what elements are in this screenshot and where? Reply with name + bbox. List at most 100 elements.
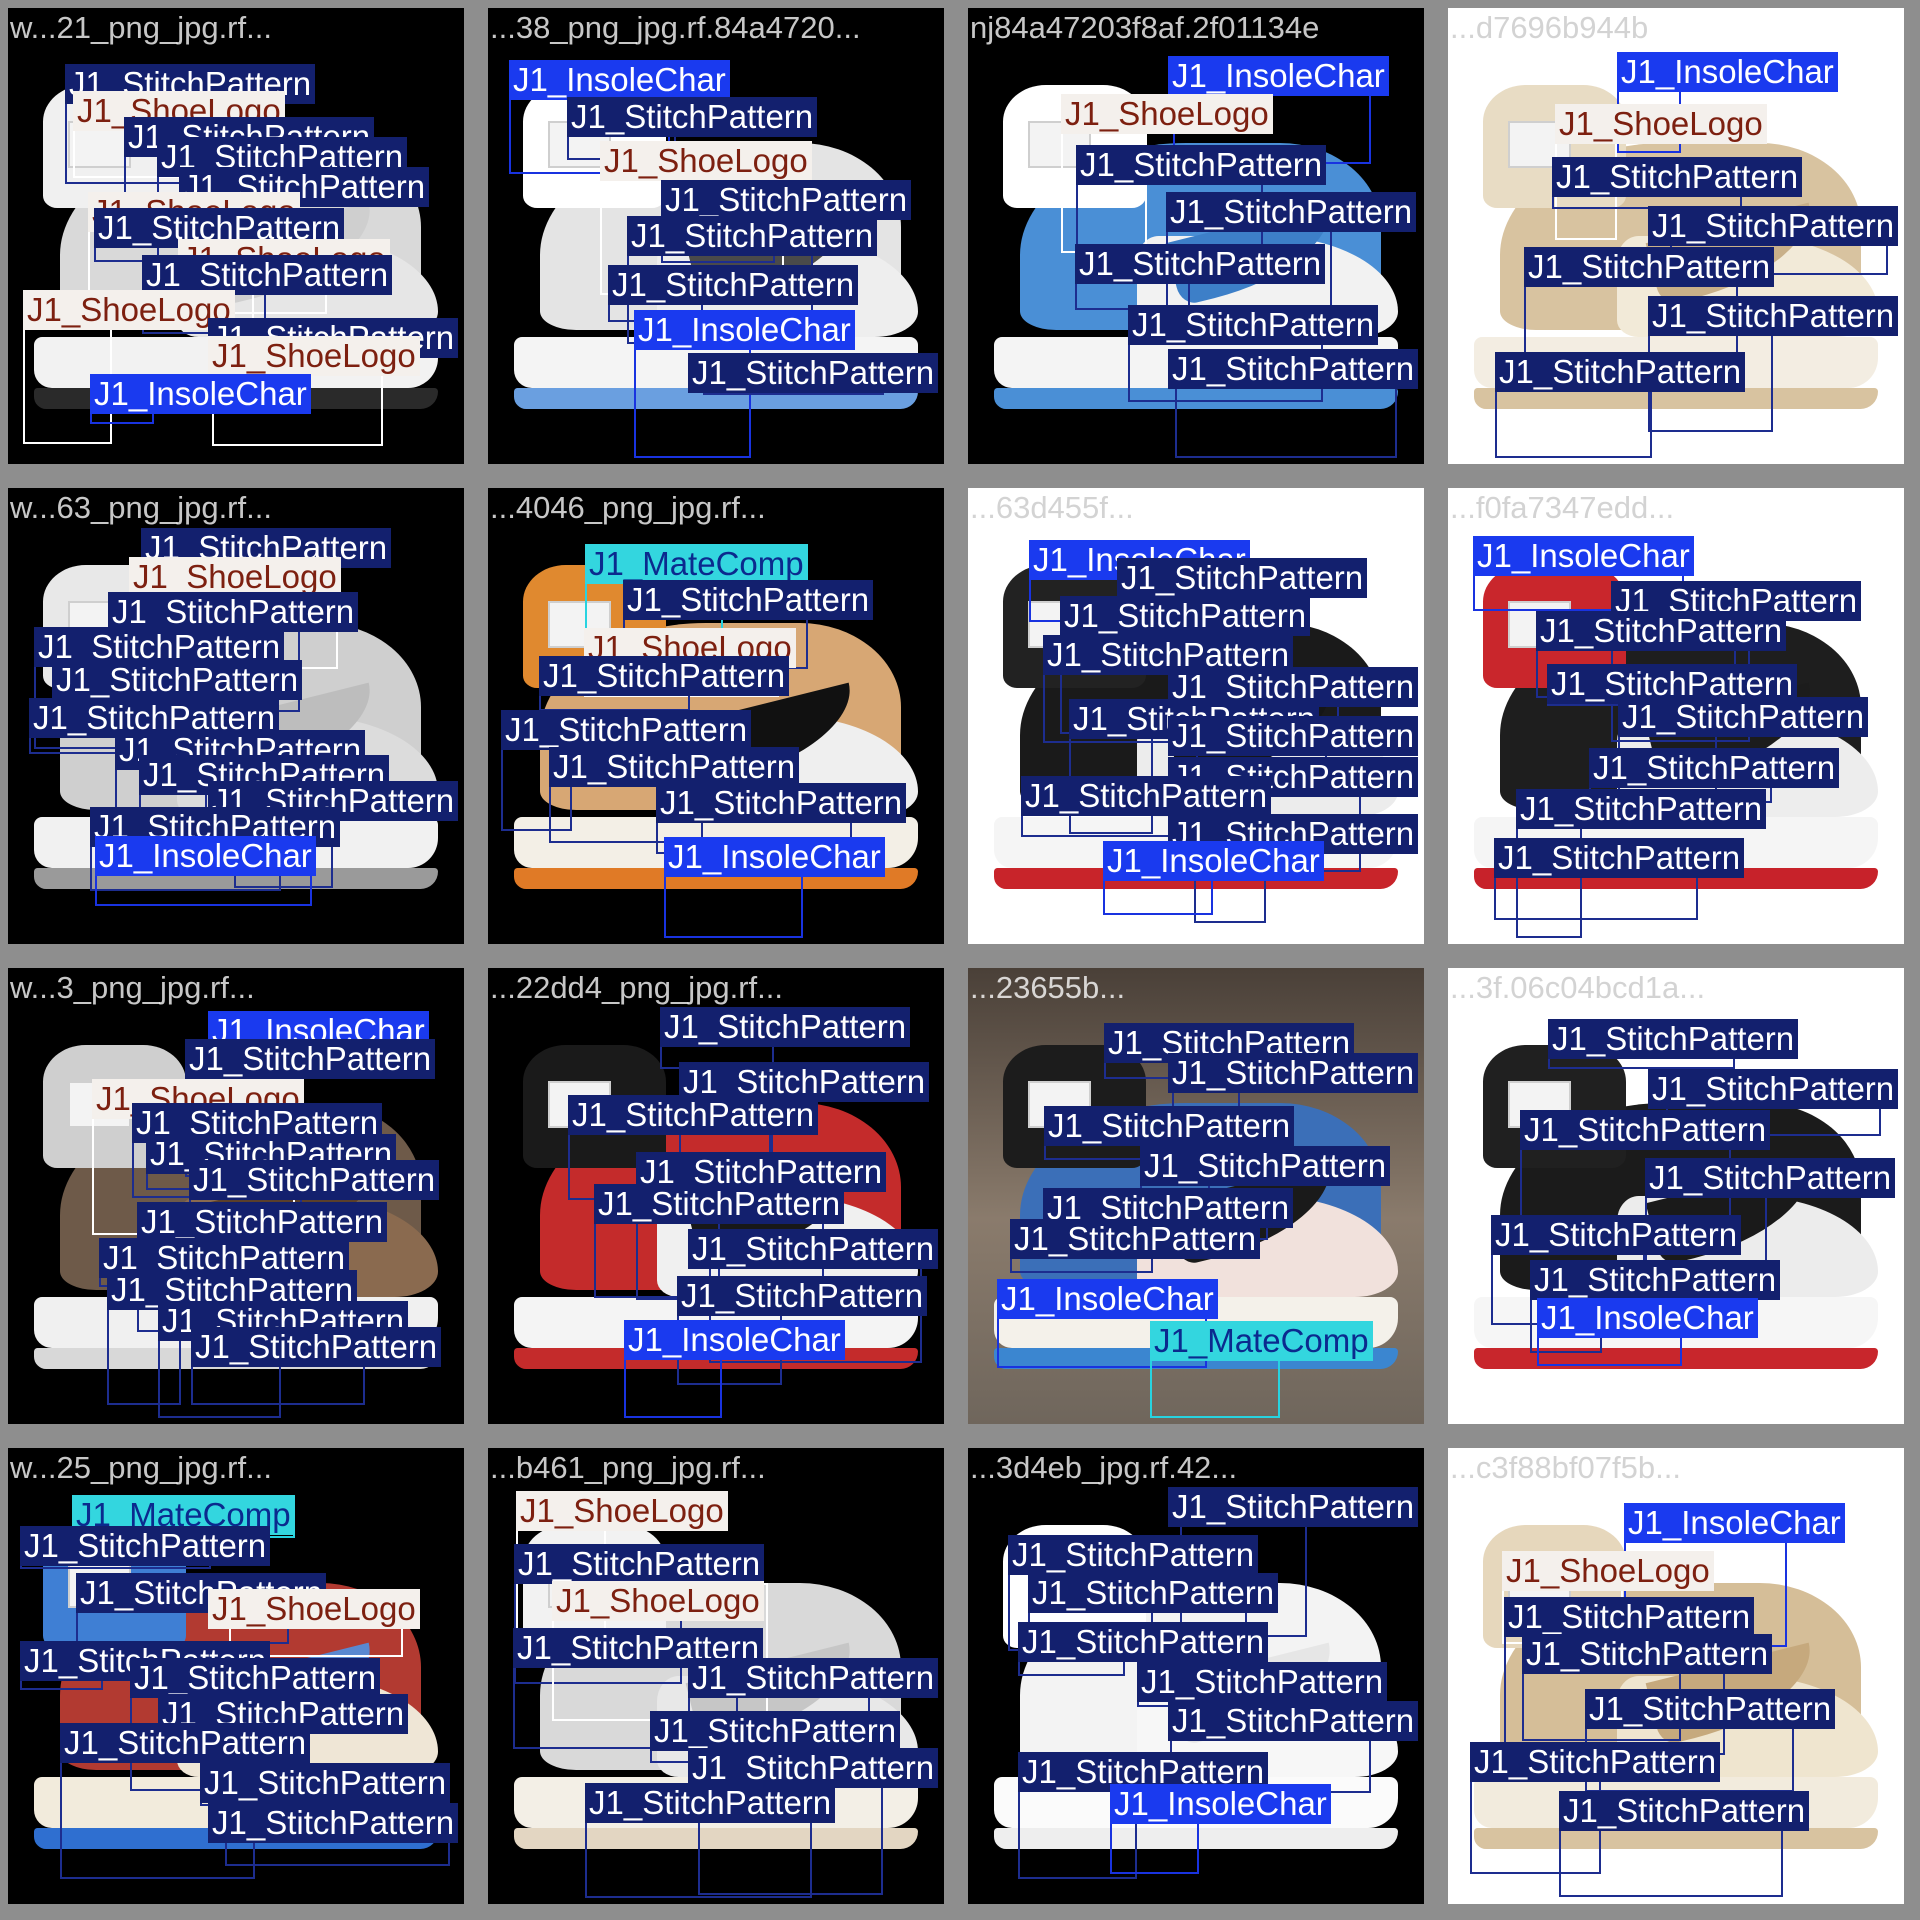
bbox-label-stitch: J1_StitchPattern [1548,1019,1799,1059]
bbox-label-stitch: J1_StitchPattern [1168,1701,1419,1741]
bbox-label-insole: J1_InsoleChar [1537,1298,1758,1338]
bbox-label-stitch: J1_StitchPattern [20,1526,271,1566]
bbox-label-insole: J1_InsoleChar [624,1320,845,1360]
bbox-label-logo: J1_ShoeLogo [600,141,812,181]
bbox-label-insole: J1_InsoleChar [1103,841,1324,881]
image-tile: ...3f.06c04bcd1a... J1_StitchPattern J1_St… [1448,968,1904,1424]
tile-filename: ...38_png_jpg.rf.84a4720... [490,10,861,45]
tile-filename: nj84a47203f8af.2f01134e [970,10,1320,45]
bbox-label-stitch: J1_StitchPattern [1495,352,1746,392]
tile-filename: ...c3f88bf07f5b... [1450,1450,1681,1485]
bbox-label-mate: J1_MateComp [1150,1321,1373,1361]
bbox-label-stitch: J1_StitchPattern [1618,697,1869,737]
bbox-label-mate: J1_MateComp [585,544,808,584]
bbox-label-stitch: J1_StitchPattern [1028,1573,1279,1613]
tile-filename: ...f0fa7347edd... [1450,490,1675,525]
bbox-label-stitch: J1_StitchPattern [660,1007,911,1047]
bbox-label-stitch: J1_StitchPattern [108,592,359,632]
bbox-label-stitch: J1_StitchPattern [130,1658,381,1698]
bbox-label-stitch: J1_StitchPattern [208,781,459,821]
tile-filename: ...d7696b944b [1450,10,1649,45]
bbox-label-stitch: J1_StitchPattern [1166,192,1417,232]
bbox-label-logo: J1_ShoeLogo [208,336,420,376]
bbox-label-stitch: J1_StitchPattern [185,1039,436,1079]
bbox-label-stitch: J1_StitchPattern [60,1723,311,1763]
bbox-label-stitch: J1_StitchPattern [1021,776,1272,816]
bbox-label-stitch: J1_StitchPattern [142,255,393,295]
bbox-label-stitch: J1_StitchPattern [1044,1106,1295,1146]
image-tile: ...d7696b944b J1_InsoleChar J1_ShoeLogo J1_… [1448,8,1904,464]
bbox-label-stitch: J1_StitchPattern [1168,1487,1419,1527]
bbox-label-stitch: J1_StitchPattern [1494,838,1745,878]
bbox-label-stitch: J1_StitchPattern [656,783,907,823]
bbox-label-stitch: J1_StitchPattern [1491,1215,1742,1255]
image-tile: w...21_png_jpg.rf... J1_StitchPattern J1_S… [8,8,464,464]
bbox-label-stitch: J1_StitchPattern [52,660,303,700]
bbox-label-insole: J1_InsoleChar [1617,52,1838,92]
bbox-label-insole: J1_InsoleChar [1168,56,1389,96]
bbox-label-stitch: J1_StitchPattern [1520,1110,1771,1150]
bbox-label-stitch: J1_StitchPattern [1075,244,1326,284]
bbox-label-stitch: J1_StitchPattern [608,265,859,305]
bbox-label-stitch: J1_StitchPattern [623,580,874,620]
bbox-label-stitch: J1_StitchPattern [585,1783,836,1823]
tile-filename: w...3_png_jpg.rf... [10,970,255,1005]
bbox-label-logo: J1_ShoeLogo [516,1491,728,1531]
bbox-label-stitch: J1_StitchPattern [688,1658,939,1698]
bbox-label-stitch: J1_StitchPattern [1648,206,1899,246]
image-tile: ...c3f88bf07f5b... J1_InsoleChar J1_ShoeLo… [1448,1448,1904,1904]
bbox-label-stitch: J1_StitchPattern [189,1160,440,1200]
bbox-label-logo: J1_ShoeLogo [23,290,235,330]
sneaker-outsole [994,387,1398,410]
tile-filename: w...21_png_jpg.rf... [10,10,272,45]
bbox-label-stitch: J1_StitchPattern [650,1711,901,1751]
bbox-label-insole: J1_InsoleChar [634,310,855,350]
bbox-label-stitch: J1_StitchPattern [1645,1158,1896,1198]
bbox-label-stitch: J1_StitchPattern [1018,1622,1269,1662]
bbox-label-stitch: J1_StitchPattern [1117,558,1368,598]
tile-filename: ...3f.06c04bcd1a... [1450,970,1706,1005]
bbox-label-stitch: J1_StitchPattern [1010,1219,1261,1259]
image-tile: ...b461_png_jpg.rf... J1_ShoeLogo J1_Stitc… [488,1448,944,1904]
tile-filename: ...b461_png_jpg.rf... [490,1450,766,1485]
tile-filename: ...23655b... [970,970,1126,1005]
bbox-label-stitch: J1_StitchPattern [594,1184,845,1224]
bbox-label-stitch: J1_StitchPattern [1516,789,1767,829]
bbox-label-stitch: J1_StitchPattern [208,1803,459,1843]
tile-filename: ...4046_png_jpg.rf... [490,490,766,525]
bbox-label-stitch: J1_StitchPattern [137,1202,388,1242]
image-tile: ...38_png_jpg.rf.84a4720... J1_InsoleChar… [488,8,944,464]
bbox-label-stitch: J1_StitchPattern [1522,1634,1773,1674]
bbox-label-insole: J1_InsoleChar [95,836,316,876]
bbox-label-stitch: J1_StitchPattern [1137,1662,1388,1702]
image-tile: w...3_png_jpg.rf... J1_InsoleChar J1_Stitc… [8,968,464,1424]
bbox-label-stitch: J1_StitchPattern [501,710,752,750]
image-tile: ...23655b... J1_StitchPattern J1_StitchPat… [968,968,1424,1424]
bbox-label-logo: J1_ShoeLogo [1061,94,1273,134]
bbox-label-stitch: J1_StitchPattern [1559,1791,1810,1831]
bbox-label-stitch: J1_StitchPattern [1470,1742,1721,1782]
image-tile: w...25_png_jpg.rf... J1_MateComp J1_Stitch… [8,1448,464,1904]
bbox-label-insole: J1_InsoleChar [997,1279,1218,1319]
bbox-label-stitch: J1_StitchPattern [1524,247,1775,287]
bbox-label-logo: J1_ShoeLogo [129,557,341,597]
bbox-label-stitch: J1_StitchPattern [1589,748,1840,788]
bbox-label-stitch: J1_StitchPattern [688,1229,939,1269]
bbox-label-stitch: J1_StitchPattern [677,1276,928,1316]
bbox-label-stitch: J1_StitchPattern [549,747,800,787]
bbox-label-stitch: J1_StitchPattern [661,180,912,220]
bbox-label-logo: J1_ShoeLogo [552,1581,764,1621]
bbox-label-stitch: J1_StitchPattern [1168,716,1419,756]
bbox-label-stitch: J1_StitchPattern [1536,611,1787,651]
bbox-label-stitch: J1_StitchPattern [1648,1069,1899,1109]
bbox-label-stitch: J1_StitchPattern [1008,1535,1259,1575]
bbox-label-stitch: J1_StitchPattern [1060,596,1311,636]
bbox-label-stitch: J1_StitchPattern [1504,1597,1755,1637]
bbox-label-stitch: J1_StitchPattern [1530,1260,1781,1300]
bbox-label-insole: J1_InsoleChar [1473,536,1694,576]
image-tile: ...63d455f... J1_InsoleChar J1_StitchPatte… [968,488,1424,944]
bbox-label-stitch: J1_StitchPattern [688,353,939,393]
tile-filename: ...3d4eb_jpg.rf.42... [970,1450,1238,1485]
image-tile: nj84a47203f8af.2f01134e J1_InsoleChar J1_S… [968,8,1424,464]
bbox-label-stitch: J1_StitchPattern [200,1763,451,1803]
